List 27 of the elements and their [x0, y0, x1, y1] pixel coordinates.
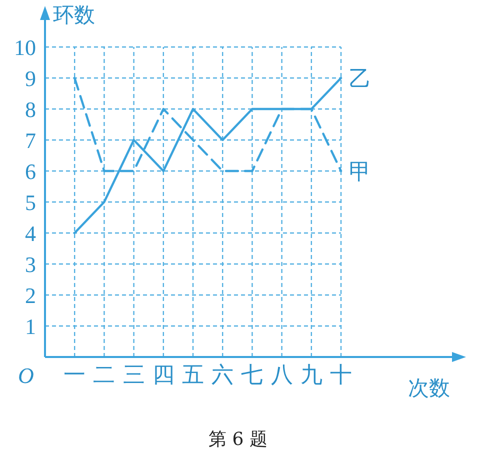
y-tick-label: 1	[25, 314, 36, 339]
y-tick-label: 4	[25, 221, 36, 246]
y-tick-label: 10	[14, 35, 36, 60]
series-label: 乙	[349, 67, 371, 92]
x-tick-label: 六	[212, 363, 234, 388]
x-tick-label: 一	[64, 363, 86, 388]
y-tick-label: 5	[25, 190, 36, 215]
x-tick-label: 七	[241, 363, 264, 388]
y-tick-label: 6	[25, 159, 36, 184]
x-tick-label: 十	[330, 363, 352, 388]
series-label: 甲	[349, 160, 371, 185]
x-tick-label: 三	[122, 363, 145, 388]
x-tick-label: 八	[270, 363, 293, 388]
y-axis-title: 环数	[53, 3, 95, 27]
y-tick-label: 8	[25, 97, 36, 122]
y-tick-label: 9	[25, 66, 36, 91]
x-tick-label: 九	[300, 363, 322, 388]
x-tick-label: 二	[93, 363, 116, 388]
y-tick-label: 3	[25, 252, 36, 277]
x-axis-title: 次数	[408, 376, 450, 400]
x-tick-label: 五	[182, 363, 204, 388]
y-tick-label: 2	[25, 283, 36, 308]
text: O	[18, 363, 34, 388]
line-series	[74, 76, 342, 234]
y-tick-label: 7	[25, 128, 36, 153]
text: 第 6 题	[208, 429, 268, 450]
x-tick-label: 四	[152, 363, 174, 388]
